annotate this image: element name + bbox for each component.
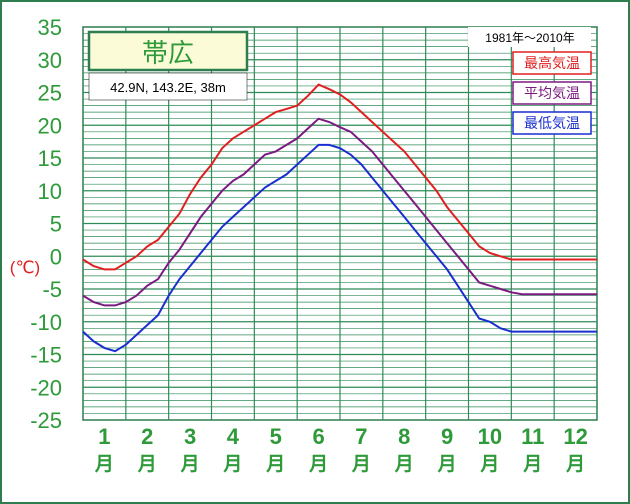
y-tick-label: -25 — [30, 408, 62, 433]
location-box — [88, 72, 248, 101]
x-tick-label: 4 — [227, 424, 240, 449]
x-tick-unit: 月 — [437, 454, 457, 475]
x-tick-unit: 月 — [565, 454, 585, 475]
x-tick-label: 11 — [521, 424, 544, 449]
x-tick-unit: 月 — [137, 454, 157, 475]
y-tick-label: 0 — [50, 244, 62, 269]
y-tick-label: -15 — [30, 343, 62, 368]
x-tick-label: 2 — [141, 424, 153, 449]
y-axis-unit: (℃) — [10, 258, 40, 277]
x-tick-label: 10 — [478, 424, 502, 449]
x-tick-unit: 月 — [222, 454, 242, 475]
series-line — [82, 83, 597, 271]
legend-item — [512, 81, 592, 105]
x-tick-unit: 月 — [180, 454, 200, 475]
y-tick-label: 5 — [50, 212, 62, 237]
x-tick-unit: 月 — [479, 454, 499, 475]
title-box — [87, 30, 249, 72]
x-tick-unit: 月 — [351, 454, 371, 475]
period-box — [468, 27, 591, 47]
x-tick-label: 9 — [441, 424, 453, 449]
y-tick-label: 25 — [38, 81, 62, 106]
y-tick-label: 20 — [38, 113, 62, 138]
y-tick-label: -10 — [30, 310, 62, 335]
x-tick-unit: 月 — [265, 454, 285, 475]
y-tick-labels: 35 30 25 20 15 10 5 0 -5 -10 -15 -20 -25 — [30, 15, 62, 433]
y-tick-label: 10 — [38, 179, 62, 204]
legend-label: 最低気温 — [524, 115, 580, 131]
x-tick-label: 1 — [98, 424, 110, 449]
x-tick-unit: 月 — [94, 454, 114, 475]
chart-title: 帯広 — [142, 38, 194, 68]
x-tick-labels: 1 月 2 月 3 月 4 月 5 月 6 月 7 月 8 月 9 月 10 月 11 月 12 月 — [94, 424, 588, 475]
x-tick-label: 6 — [312, 424, 324, 449]
series-lines — [82, 83, 597, 353]
series-line — [82, 117, 597, 307]
legend-item — [512, 111, 592, 135]
x-tick-label: 3 — [184, 424, 196, 449]
x-tick-unit: 月 — [308, 454, 328, 475]
y-tick-label: -20 — [30, 375, 62, 400]
y-tick-label: -5 — [42, 277, 62, 302]
legend-label: 最高気温 — [524, 55, 580, 71]
x-tick-label: 5 — [270, 424, 282, 449]
y-tick-label: 30 — [38, 48, 62, 73]
x-tick-label: 7 — [355, 424, 367, 449]
x-tick-label: 12 — [563, 424, 587, 449]
x-tick-unit: 月 — [522, 454, 542, 475]
location-label: 42.9N, 143.2E, 38m — [110, 80, 226, 95]
period-label: 1981年〜2010年 — [485, 31, 574, 45]
x-tick-label: 8 — [398, 424, 410, 449]
x-tick-unit: 月 — [394, 454, 414, 475]
y-tick-label: 35 — [38, 15, 62, 40]
legend-label: 平均気温 — [524, 85, 580, 101]
y-tick-label: 15 — [38, 146, 62, 171]
legend-item — [512, 51, 592, 75]
series-line — [82, 143, 597, 353]
